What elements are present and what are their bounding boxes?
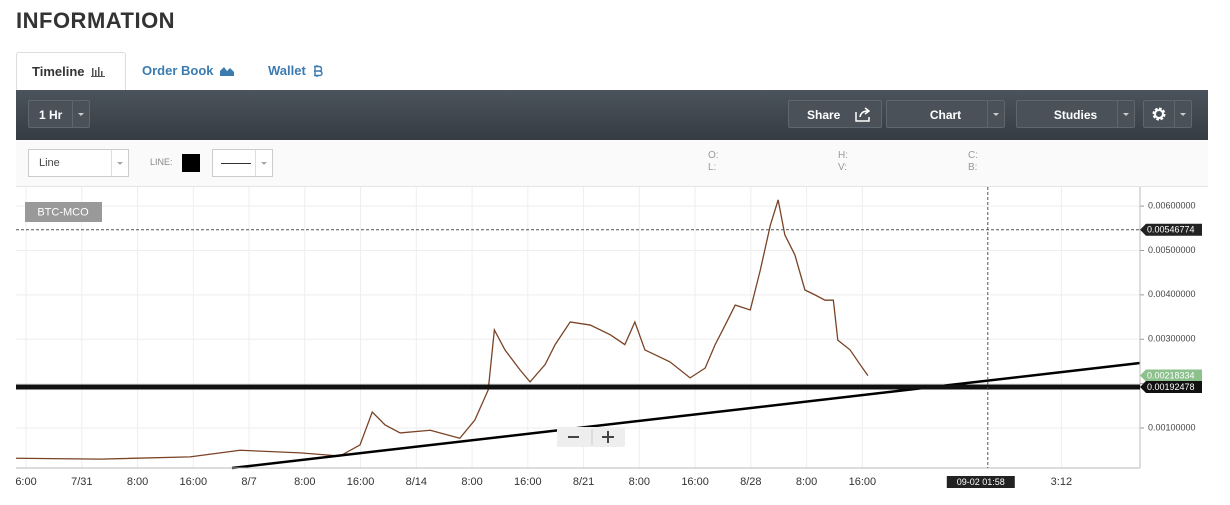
- tab[interactable]: Timeline: [16, 52, 126, 90]
- price-label: 0.00218334: [1147, 370, 1195, 380]
- tab-label: Wallet: [268, 63, 306, 78]
- symbol-label: BTC-MCO: [37, 206, 89, 218]
- share-icon: [855, 107, 871, 122]
- page-title: INFORMATION: [16, 8, 176, 33]
- studies-label: Studies: [1053, 108, 1098, 122]
- chart-label: Chart: [929, 108, 962, 122]
- dropdown-arrow: [255, 150, 272, 176]
- x-tick-label: 8/28: [740, 476, 761, 488]
- y-tick-label: 0.00500000: [1148, 245, 1196, 255]
- studies-button[interactable]: Studies: [1016, 100, 1135, 128]
- ohlc-label: V:: [838, 162, 848, 173]
- price-label: 0.00546774: [1147, 225, 1195, 235]
- x-tick-label: 6:00: [15, 476, 36, 488]
- ohlc-label: H:: [838, 150, 848, 161]
- ohlc-label: O:: [708, 150, 719, 161]
- x-tick-label: 8/14: [406, 476, 427, 488]
- tab-label: Timeline: [32, 64, 85, 79]
- share-label: Share: [807, 108, 841, 122]
- x-tick-label: 16:00: [849, 476, 877, 488]
- tab-icon: [90, 67, 105, 77]
- y-tick-label: 0.00100000: [1148, 422, 1196, 432]
- crosshair-label: 09-02 01:58: [957, 477, 1005, 487]
- tab[interactable]: Wallet: [253, 52, 339, 89]
- toolbar: 1 Hr Share Chart Studies: [16, 90, 1208, 140]
- line-color-swatch[interactable]: [182, 154, 200, 172]
- crosshair-label-box: [946, 476, 1015, 488]
- price-label: 0.00192478: [1147, 382, 1195, 392]
- x-tick-label: 8:00: [294, 476, 315, 488]
- line-style-preview: [221, 163, 251, 164]
- style-select[interactable]: Line: [28, 149, 129, 177]
- style-label: Line: [39, 157, 60, 169]
- share-button[interactable]: Share: [788, 100, 882, 128]
- interval-button[interactable]: 1 Hr: [28, 100, 90, 128]
- price-line: [15, 199, 869, 460]
- dropdown-arrow: [72, 101, 89, 127]
- price-label-box: [1140, 380, 1202, 393]
- ohlc-label: C:: [968, 150, 978, 161]
- chart-toolbar: Line LINE: O: H: C: L: V: B:: [16, 140, 1208, 187]
- tab-icon: [219, 67, 234, 76]
- ohlc-label: B:: [968, 162, 978, 173]
- settings-button[interactable]: [1143, 100, 1192, 128]
- y-tick-label: 0.00300000: [1148, 334, 1196, 344]
- x-tick-label: 16:00: [180, 476, 208, 488]
- chart: 6:00 7/31 8:00 16:00 8/7 8:00 16:00 8/14 8:00 16:…: [15, 187, 1202, 488]
- tab[interactable]: Order Book: [127, 52, 249, 89]
- dropdown-arrow: [1117, 101, 1134, 127]
- dropdown-arrow: [111, 150, 128, 176]
- tab-icon: [313, 64, 323, 77]
- line-style-select[interactable]: [212, 149, 273, 177]
- x-tick-label: 8/7: [241, 476, 256, 488]
- dropdown-arrow: [987, 101, 1004, 127]
- interval-label: 1 Hr: [39, 108, 63, 122]
- x-tick-label: 8:00: [796, 476, 817, 488]
- chart-button[interactable]: Chart: [886, 100, 1005, 128]
- x-tick-label: 16:00: [347, 476, 375, 488]
- x-tick-label: 16:00: [681, 476, 709, 488]
- ohlc-label: L:: [708, 162, 717, 173]
- tab-label: Order Book: [142, 63, 214, 78]
- x-tick-label: 8:00: [629, 476, 650, 488]
- dropdown-arrow: [1174, 101, 1191, 127]
- line-label: LINE:: [150, 157, 173, 167]
- zoom-background: [557, 427, 625, 447]
- symbol-box: [25, 202, 102, 222]
- zoom-in[interactable]: [602, 431, 614, 443]
- x-tick-label: 16:00: [514, 476, 542, 488]
- x-tick-label: 3:12: [1051, 476, 1072, 488]
- trend-line: [231, 361, 1141, 470]
- price-label-box: [1140, 369, 1202, 382]
- x-tick-label: 7/31: [71, 476, 92, 488]
- price-label-box: [1140, 223, 1202, 236]
- plot-area: [16, 187, 1140, 468]
- gear-icon: [1152, 107, 1166, 121]
- zoom-controls: [557, 427, 625, 447]
- x-tick-label: 8:00: [127, 476, 148, 488]
- x-tick-label: 8:00: [461, 476, 482, 488]
- y-tick-label: 0.00600000: [1148, 200, 1196, 210]
- x-tick-label: 8/21: [573, 476, 594, 488]
- y-tick-label: 0.00400000: [1148, 289, 1196, 299]
